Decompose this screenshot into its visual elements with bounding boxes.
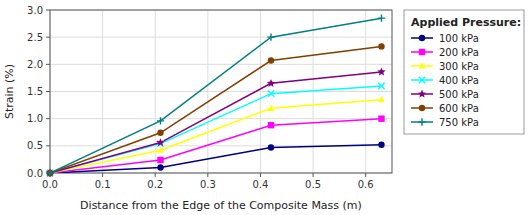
grid-line: [365, 10, 366, 173]
series-line: [50, 100, 381, 173]
tick-label: 0.0: [27, 168, 43, 179]
legend-marker: [419, 105, 425, 111]
grid-line: [155, 10, 156, 173]
tick-label: 3.0: [27, 5, 43, 16]
tick-label: 0.0: [42, 179, 58, 190]
legend-label: 200 kPa: [439, 47, 479, 58]
data-point: [378, 96, 384, 102]
legend: Applied Pressure: 100 kPa 200 kPa 300 kPa 40…: [404, 10, 524, 134]
tick-label: 0.5: [305, 179, 321, 190]
legend-label: 300 kPa: [439, 61, 479, 72]
legend-marker: [419, 77, 425, 83]
grid-line: [50, 64, 392, 65]
data-point: [46, 169, 54, 177]
tick-mark: [46, 64, 50, 65]
data-point: [157, 117, 164, 124]
data-point: [157, 130, 163, 136]
tick-mark: [102, 173, 103, 177]
tick-mark: [260, 173, 261, 177]
data-point: [267, 79, 275, 87]
data-point: [157, 164, 163, 170]
legend-marker: [418, 118, 425, 125]
legend-label: 750 kPa: [439, 117, 479, 128]
plot-frame: [50, 10, 392, 173]
data-point: [267, 33, 274, 40]
data-point: [378, 83, 384, 89]
data-point: [268, 122, 274, 128]
tick-label: 0.3: [200, 179, 216, 190]
series-line: [50, 18, 381, 173]
data-point: [378, 115, 384, 121]
tick-label: 0.4: [253, 179, 269, 190]
grid-line: [50, 37, 392, 38]
data-point: [268, 90, 274, 96]
tick-label: 0.6: [358, 179, 374, 190]
data-point: [268, 105, 274, 111]
plot-background: [50, 10, 392, 173]
legend-label: 500 kPa: [439, 89, 479, 100]
data-point: [378, 43, 384, 49]
lines: [50, 18, 381, 173]
tick-label: 1.0: [27, 113, 43, 124]
tick-mark: [46, 118, 50, 119]
data-point: [378, 14, 385, 21]
series-line: [50, 72, 381, 173]
tick-label: 2.5: [27, 32, 43, 43]
series-line: [50, 46, 381, 173]
tick-mark: [46, 145, 50, 146]
tick-mark: [313, 173, 314, 177]
data-point: [378, 142, 384, 148]
tick-mark: [46, 37, 50, 38]
grid-line: [207, 10, 208, 173]
data-point: [268, 144, 274, 150]
legend-marker: [419, 62, 425, 68]
tick-label: 0.5: [27, 140, 43, 151]
grid-line: [50, 118, 392, 119]
data-point: [47, 170, 53, 176]
tick-label: 0.2: [147, 179, 163, 190]
legend-box: [404, 10, 524, 134]
tick-label: 2.0: [27, 59, 43, 70]
data-point: [157, 146, 163, 152]
legend-marker: [419, 35, 425, 41]
data-point: [47, 170, 53, 176]
x-axis-label: Distance from the Edge of the Composite …: [80, 199, 362, 212]
data-point: [47, 170, 53, 176]
tick-mark: [155, 173, 156, 177]
data-point: [268, 57, 274, 63]
data-point: [47, 170, 53, 176]
legend-marker: [418, 90, 426, 98]
series-line: [50, 119, 381, 173]
tick-label: 1.5: [27, 86, 43, 97]
grid: [50, 10, 392, 173]
grid-line: [50, 91, 392, 92]
tick-mark: [46, 10, 50, 11]
markers: [46, 14, 386, 176]
legend-marker: [419, 49, 425, 55]
y-axis-label: Strain (%): [3, 64, 16, 119]
data-point: [156, 138, 164, 146]
chart: 0.0 0.5 1.0 1.5 2.0 2.5 3.0 0.0 0.1 0.2 0.3 0.4 0.5 0…: [0, 0, 528, 215]
data-point: [46, 169, 53, 176]
data-point: [377, 68, 385, 76]
legend-label: 400 kPa: [439, 75, 479, 86]
data-point: [157, 157, 163, 163]
tick-mark: [365, 173, 366, 177]
tick-label: 0.1: [95, 179, 111, 190]
tick-mark: [207, 173, 208, 177]
legend-label: 100 kPa: [439, 33, 479, 44]
tick-mark: [46, 91, 50, 92]
legend-title: Applied Pressure:: [411, 16, 521, 29]
legend-label: 600 kPa: [439, 103, 479, 114]
